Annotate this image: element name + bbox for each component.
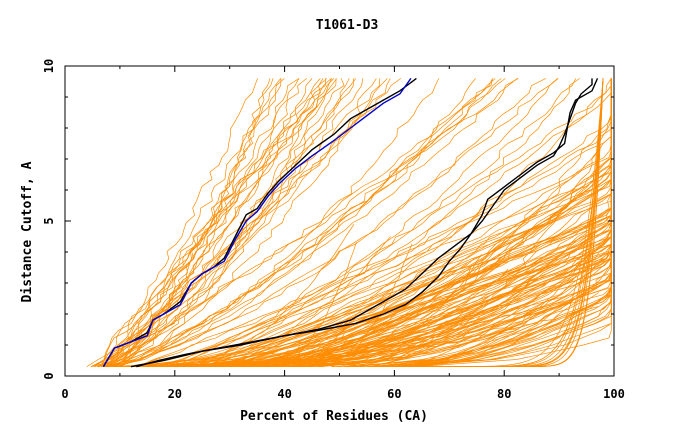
y-tick-label-2: 10: [42, 59, 56, 73]
model-curve-23: [94, 78, 335, 367]
model-curves-bundle: [86, 78, 612, 368]
model-curve-165: [249, 254, 590, 368]
model-curve-159: [210, 78, 612, 368]
model-curve-19: [90, 78, 258, 368]
model-curve-2: [109, 78, 388, 368]
model-curve-188: [265, 306, 553, 368]
model-curve-37: [100, 78, 300, 367]
model-curve-1: [101, 78, 519, 368]
model-curve-32: [117, 78, 333, 368]
model-curve-10: [120, 78, 313, 367]
highlight-series-1: [102, 77, 412, 368]
model-curve-186: [262, 259, 538, 368]
model-curve-191: [257, 316, 357, 368]
x-tick-label-5: 100: [603, 387, 625, 401]
axis-ticks: 0 20 40 60 80 100 0 5 10: [42, 59, 625, 401]
model-curve-22: [107, 78, 282, 367]
model-curve-31: [112, 78, 476, 368]
x-tick-label-2: 40: [277, 387, 291, 401]
model-curve-41: [125, 78, 559, 368]
chart-title: T1061-D3: [316, 18, 379, 33]
model-curve-206: [424, 78, 604, 368]
x-tick-label-4: 80: [497, 387, 511, 401]
model-curve-5: [96, 78, 518, 368]
model-curve-33: [103, 78, 381, 368]
model-curve-39: [105, 78, 502, 368]
x-tick-label-1: 20: [168, 387, 182, 401]
model-curve-199: [331, 78, 604, 368]
model-curve-20: [112, 78, 350, 368]
y-axis-label: Distance Cutoff, A: [20, 161, 35, 302]
model-curve-0: [112, 78, 354, 368]
model-curve-189: [265, 318, 472, 368]
model-curve-30: [98, 78, 345, 368]
model-curve-9: [120, 78, 300, 367]
y-tick-label-1: 5: [42, 217, 56, 224]
model-curve-11: [102, 78, 271, 368]
model-curve-185: [199, 326, 509, 368]
model-curve-28: [108, 78, 321, 367]
model-curve-70: [189, 78, 612, 368]
model-curve-14: [113, 78, 493, 368]
model-curve-27: [108, 78, 363, 368]
model-curve-24: [104, 78, 558, 368]
highlight-series-3: [130, 78, 593, 368]
model-curve-195: [440, 78, 604, 368]
model-curve-205: [404, 78, 604, 368]
model-curve-194: [104, 302, 456, 368]
x-tick-label-3: 60: [387, 387, 401, 401]
x-tick-label-0: 0: [61, 387, 68, 401]
x-axis-label: Percent of Residues (CA): [240, 409, 428, 424]
model-curve-204: [468, 78, 604, 368]
model-curve-192: [179, 277, 430, 368]
highlighted-model-curves: [102, 77, 599, 368]
model-curve-93: [316, 78, 612, 368]
model-curve-198: [368, 78, 604, 368]
model-curve-80: [175, 78, 612, 368]
model-curve-26: [97, 78, 547, 368]
model-curve-84: [150, 78, 577, 368]
model-curve-196: [382, 78, 604, 368]
y-tick-label-0: 0: [42, 372, 56, 379]
model-curve-7: [93, 78, 327, 367]
highlight-series-0: [102, 77, 417, 368]
model-curve-25: [102, 78, 285, 367]
model-curve-78: [195, 78, 612, 367]
model-curve-34: [105, 78, 377, 367]
model-curve-193: [315, 253, 483, 368]
model-curve-18: [110, 78, 337, 367]
model-curve-12: [115, 78, 337, 367]
model-curve-59: [133, 78, 580, 368]
model-curve-190: [158, 278, 536, 368]
model-curve-21: [109, 78, 440, 368]
